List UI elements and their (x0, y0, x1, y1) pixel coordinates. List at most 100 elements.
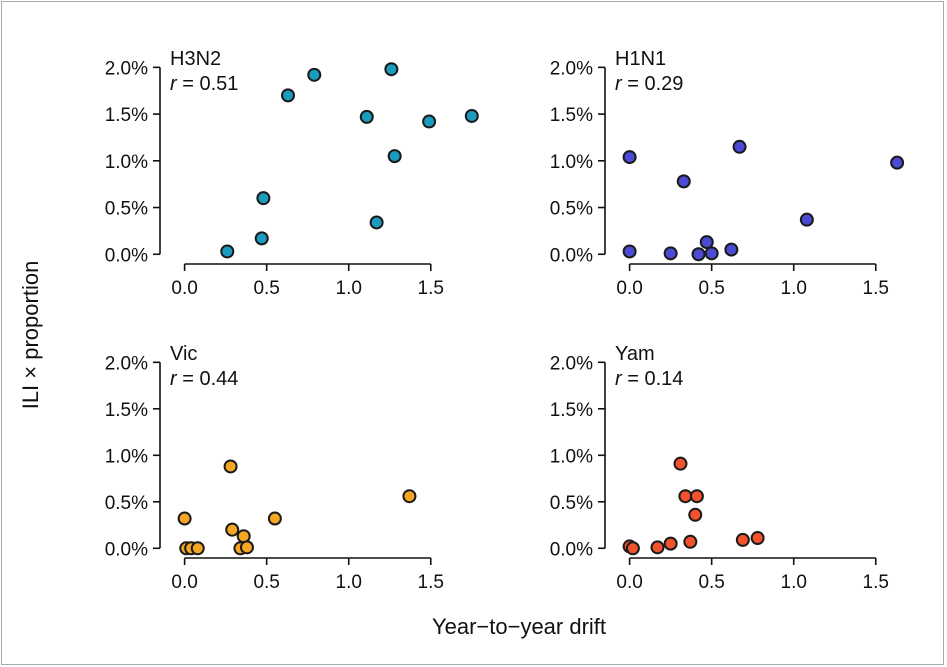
panel-h1n1: 0.0% 0.5% 1.0% 1.5% 2.0% 0.0 0.5 1.0 1.5 H1N1 r = … (550, 48, 905, 299)
h3n2-y-tick-label: 1.0% (105, 152, 148, 173)
yam-data-point (750, 531, 765, 546)
vic-y-tick-label: 1.5% (105, 400, 148, 421)
h3n2-data-point (307, 67, 322, 82)
h1n1-y-tick-label: 0.0% (550, 245, 593, 266)
h1n1-y-tick-label: 1.5% (550, 105, 593, 126)
h1n1-x-tick-label: 0.0 (616, 278, 642, 299)
yam-panel-title: Yam (615, 343, 655, 365)
yam-data-point (678, 489, 693, 504)
h1n1-y-tick-label: 2.0% (550, 58, 593, 79)
h1n1-x-tick-label: 1.5 (863, 278, 889, 299)
h1n1-data-point (890, 155, 905, 170)
vic-data-point (402, 489, 417, 504)
vic-correlation-label: r = 0.44 (170, 368, 238, 390)
yam-x-tick-label: 1.0 (781, 572, 807, 593)
vic-x-tick-label: 1.5 (418, 572, 444, 593)
h3n2-y-tick-label: 0.0% (105, 245, 148, 266)
h3n2-data-point (281, 88, 295, 103)
y-axis-label: ILI × proportion (18, 261, 43, 410)
vic-y-tick-label: 0.5% (105, 493, 148, 514)
h1n1-data-point (799, 212, 814, 227)
h3n2-x-tick-label: 0.5 (253, 278, 279, 299)
yam-x-tick-label: 1.5 (863, 572, 889, 593)
yam-data-point (673, 456, 688, 471)
h3n2-data-point (369, 215, 384, 230)
h1n1-data-point (691, 247, 706, 262)
yam-y-tick-label: 0.5% (550, 493, 593, 514)
yam-y-tick-label: 1.5% (550, 400, 593, 421)
vic-correlation-value: = 0.44 (177, 368, 239, 390)
yam-y-tick-label: 1.0% (550, 446, 593, 467)
yam-data-point (688, 507, 703, 522)
x-axis-label: Year−to−year drift (432, 614, 606, 639)
yam-correlation-symbol: r (615, 368, 623, 390)
h3n2-x-tick-label: 0.0 (171, 278, 197, 299)
yam-data-point (650, 540, 665, 555)
vic-data-point (190, 541, 205, 556)
panels: 0.0% 0.5% 1.0% 1.5% 2.0% 0.0 0.5 1.0 1.5 H3N2 r = … (105, 48, 905, 593)
yam-y-tick-label: 2.0% (550, 353, 593, 374)
vic-data-point (223, 459, 238, 474)
h1n1-data-point (622, 244, 637, 259)
yam-data-point (689, 489, 704, 504)
h3n2-correlation-value: = 0.51 (177, 73, 239, 95)
vic-y-tick-label: 2.0% (105, 353, 148, 374)
yam-y-tick-label: 0.0% (550, 539, 593, 560)
h1n1-data-point (699, 235, 714, 250)
h3n2-correlation-label: r = 0.51 (170, 73, 238, 95)
vic-x-tick-label: 0.5 (253, 572, 279, 593)
yam-data-point (625, 541, 640, 556)
panel-vic: 0.0% 0.5% 1.0% 1.5% 2.0% 0.0 0.5 1.0 1.5 Vic r = 0… (105, 343, 444, 593)
yam-x-tick-label: 0.5 (698, 572, 724, 593)
h1n1-data-point (704, 246, 719, 261)
h1n1-data-point (622, 150, 637, 165)
vic-x-tick-label: 1.0 (336, 572, 362, 593)
h3n2-y-tick-label: 0.5% (105, 199, 148, 220)
h1n1-correlation-symbol: r (615, 73, 623, 95)
h1n1-data-point (732, 139, 747, 154)
yam-data-point (735, 532, 750, 547)
h1n1-y-tick-label: 1.0% (550, 152, 593, 173)
panel-yam: 0.0% 0.5% 1.0% 1.5% 2.0% 0.0 0.5 1.0 1.5 Yam r = 0… (550, 343, 889, 593)
yam-x-tick-label: 0.0 (616, 572, 642, 593)
panel-h3n2: 0.0% 0.5% 1.0% 1.5% 2.0% 0.0 0.5 1.0 1.5 H3N2 r = … (105, 48, 479, 299)
yam-data-point (683, 534, 698, 549)
h3n2-x-tick-label: 1.5 (418, 278, 444, 299)
vic-panel-title: Vic (170, 343, 197, 365)
h1n1-x-tick-label: 0.5 (698, 278, 724, 299)
h3n2-data-point (384, 62, 399, 77)
vic-data-point (177, 511, 192, 526)
h3n2-data-point (254, 231, 269, 246)
h3n2-data-point (359, 109, 374, 124)
yam-data-point (663, 536, 678, 551)
yam-correlation-label: r = 0.14 (615, 368, 683, 390)
h1n1-y-tick-label: 0.5% (550, 199, 593, 220)
h1n1-panel-title: H1N1 (615, 48, 666, 70)
vic-correlation-symbol: r (170, 368, 178, 390)
yam-correlation-value: = 0.14 (622, 368, 684, 390)
vic-y-tick-label: 0.0% (105, 539, 148, 560)
h1n1-data-point (676, 174, 691, 189)
h3n2-data-point (220, 244, 235, 259)
h1n1-data-point (724, 242, 739, 257)
vic-data-point (225, 522, 240, 537)
h3n2-correlation-symbol: r (170, 73, 178, 95)
h3n2-x-tick-label: 1.0 (336, 278, 362, 299)
vic-data-point (236, 529, 251, 544)
h1n1-x-tick-label: 1.0 (781, 278, 807, 299)
h1n1-correlation-label: r = 0.29 (615, 73, 683, 95)
h3n2-data-point (422, 114, 437, 129)
vic-x-tick-label: 0.0 (171, 572, 197, 593)
h3n2-panel-title: H3N2 (170, 48, 221, 70)
vic-data-point (239, 540, 254, 555)
h3n2-data-point (464, 108, 479, 123)
h1n1-correlation-value: = 0.29 (622, 73, 684, 95)
h1n1-data-point (663, 246, 678, 261)
vic-y-tick-label: 1.0% (105, 446, 148, 467)
vic-data-point (267, 511, 282, 526)
h3n2-y-tick-label: 1.5% (105, 105, 148, 126)
h3n2-data-point (387, 149, 402, 164)
